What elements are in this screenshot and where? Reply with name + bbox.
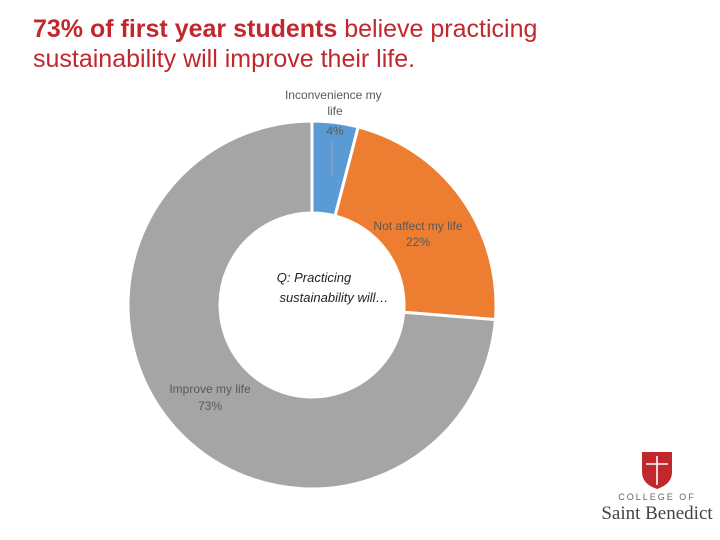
shield-icon xyxy=(642,452,672,489)
college-logo: COLLEGE OF Saint Benedict xyxy=(598,450,716,530)
slice-not-affect xyxy=(333,125,498,322)
logo-wordmark: Saint Benedict xyxy=(601,503,713,524)
slice-value-not-affect: 22% xyxy=(406,235,430,249)
slice-label-not-affect: Not affect my life xyxy=(373,219,462,233)
slice-label-improve: Improve my life xyxy=(169,382,251,396)
slice-label-inconvenience-line-1: Inconvenience my xyxy=(285,88,382,102)
page-title: 73% of first year students believe pract… xyxy=(33,14,673,74)
logo-subtitle: COLLEGE OF xyxy=(618,492,696,502)
slice-label-inconvenience: Inconvenience my life xyxy=(285,88,385,118)
center-label-line-1: Q: Practicing xyxy=(277,270,352,285)
slice-improve xyxy=(126,119,498,491)
title-highlight: 73% of first year students xyxy=(33,15,338,43)
title-rest: believe practicing sustainability will i… xyxy=(33,15,538,73)
slice-value-improve: 73% xyxy=(198,399,222,413)
center-label-line-2: sustainability will… xyxy=(279,290,388,305)
slice-value-inconvenience: 4% xyxy=(326,124,344,138)
slice-label-inconvenience-line-2: life xyxy=(327,104,343,118)
